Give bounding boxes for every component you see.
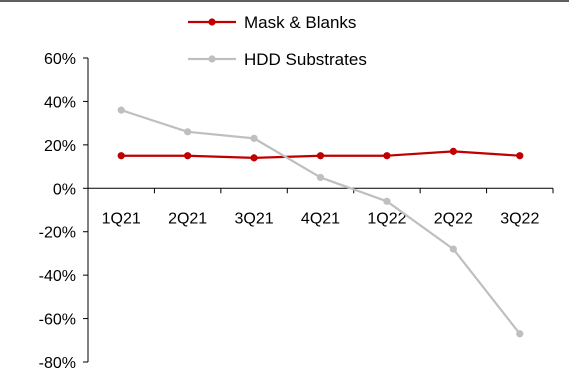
y-tick-label: -80% (39, 355, 76, 370)
data-point (316, 173, 325, 182)
y-tick-label: -20% (39, 225, 76, 242)
y-tick-label: 20% (44, 138, 76, 155)
x-tick-label: 1Q21 (102, 210, 141, 227)
series-mask-blanks (117, 147, 524, 162)
data-point (383, 152, 391, 160)
x-tick-label: 4Q21 (301, 210, 340, 227)
data-point (250, 134, 258, 142)
legend-marker (208, 55, 216, 63)
data-point (184, 128, 192, 136)
legend-item: Mask & Blanks (188, 13, 356, 32)
x-tick-label: 2Q22 (434, 210, 473, 227)
series-layer (117, 106, 524, 338)
legend-item: HDD Substrates (188, 50, 367, 69)
data-point (449, 147, 457, 155)
x-tick-label: 2Q21 (168, 210, 207, 227)
data-point (516, 330, 524, 338)
legend: Mask & Blanks HDD Substrates (188, 13, 367, 69)
y-tick-label: 60% (44, 51, 76, 68)
axes: 60% 40% 20% 0% -20% -40% -60% -80% 1Q21 2Q21 3Q21 4… (39, 51, 554, 370)
data-point (516, 152, 524, 160)
data-point (117, 106, 125, 114)
x-tick-label: 3Q21 (235, 210, 274, 227)
legend-label: Mask & Blanks (244, 13, 356, 32)
data-point (449, 245, 457, 253)
data-point (316, 152, 325, 160)
y-tick-label: -40% (39, 268, 76, 285)
y-tick-label: 0% (53, 181, 76, 198)
x-tick-label: 3Q22 (500, 210, 539, 227)
legend-label: HDD Substrates (244, 50, 367, 69)
y-tick-label: 40% (44, 94, 76, 111)
legend-marker (208, 18, 216, 26)
series-hdd-substrates (117, 106, 524, 338)
data-point (184, 152, 192, 160)
data-point (250, 154, 258, 162)
data-point (383, 197, 391, 205)
x-tick-label: 1Q22 (367, 210, 406, 227)
data-point (117, 152, 125, 160)
y-tick-label: -60% (39, 312, 76, 329)
